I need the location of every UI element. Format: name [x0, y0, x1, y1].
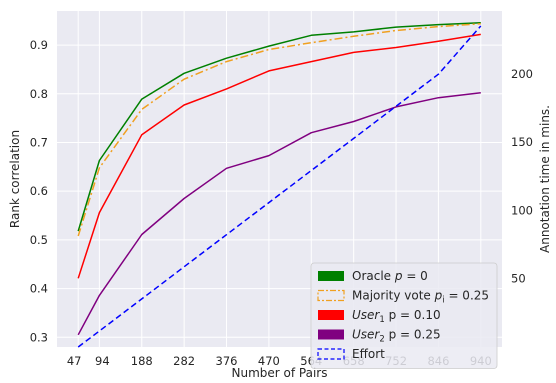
x-tick-label: 188	[131, 354, 153, 368]
legend-label-4: Effort	[352, 347, 385, 361]
y2-tick-label: 50	[511, 272, 526, 286]
legend-label-italic: User	[352, 308, 380, 322]
y-tick-label: 0.6	[30, 184, 48, 198]
y-tick-label: 0.3	[30, 330, 48, 344]
series-line-4	[77, 25, 482, 348]
series-lines	[77, 21, 482, 348]
legend-label-1: Majority vote pi = 0.25	[352, 289, 489, 306]
legend-label-suffix: p = 0.10	[385, 308, 441, 322]
y-tick-label: 0.4	[30, 282, 48, 296]
series-line-2	[77, 33, 481, 279]
series-line-0	[77, 21, 481, 232]
legend-label-prefix: Majority vote	[352, 289, 435, 303]
legend-label-suffix: = 0	[403, 269, 428, 283]
legend-swatch-0	[318, 271, 344, 281]
legend-label-suffix: p = 0.25	[385, 328, 441, 342]
legend-label-sub: 2	[379, 335, 384, 345]
legend-label-prefix: Effort	[352, 347, 385, 361]
x-tick-label: 470	[258, 354, 280, 368]
legend-label-italic: User	[352, 328, 380, 342]
y-tick-label: 0.9	[30, 38, 48, 52]
y2-tick-label: 100	[511, 203, 533, 217]
series-line-3	[77, 92, 481, 336]
y-tick-label: 0.5	[30, 233, 48, 247]
y-axis-label: Rank correlation	[8, 130, 22, 228]
legend-label-2: User1 p = 0.10	[352, 308, 441, 325]
legend-label-italic: p	[394, 269, 403, 283]
legend-swatch-3	[318, 329, 344, 340]
x-tick-label: 376	[216, 354, 238, 368]
legend-swatch-4	[317, 348, 345, 360]
y2-tick-label: 200	[511, 67, 533, 81]
y-tick-label: 0.8	[30, 87, 48, 101]
legend-label-sub: i	[442, 296, 444, 306]
x-axis-label: Number of Pairs	[232, 366, 328, 380]
series-line-1	[77, 22, 481, 237]
x-tick-label: 94	[95, 354, 110, 368]
legend-label-3: User2 p = 0.25	[352, 328, 441, 345]
y2-axis-label: Annotation time in mins.	[538, 105, 552, 253]
legend-label-sub: 1	[379, 315, 384, 325]
legend-swatch-2	[318, 310, 344, 320]
legend-swatch-1	[317, 289, 345, 302]
y2-tick-label: 150	[511, 135, 533, 149]
legend-label-italic: p	[434, 289, 443, 303]
legend-label-0: Oracle p = 0	[352, 269, 428, 283]
legend-label-suffix: = 0.25	[445, 289, 489, 303]
legend-label-prefix: Oracle	[352, 269, 395, 283]
y-tick-label: 0.7	[30, 135, 48, 149]
legend-box	[310, 262, 498, 369]
x-tick-label: 47	[67, 354, 82, 368]
x-tick-label: 282	[173, 354, 195, 368]
